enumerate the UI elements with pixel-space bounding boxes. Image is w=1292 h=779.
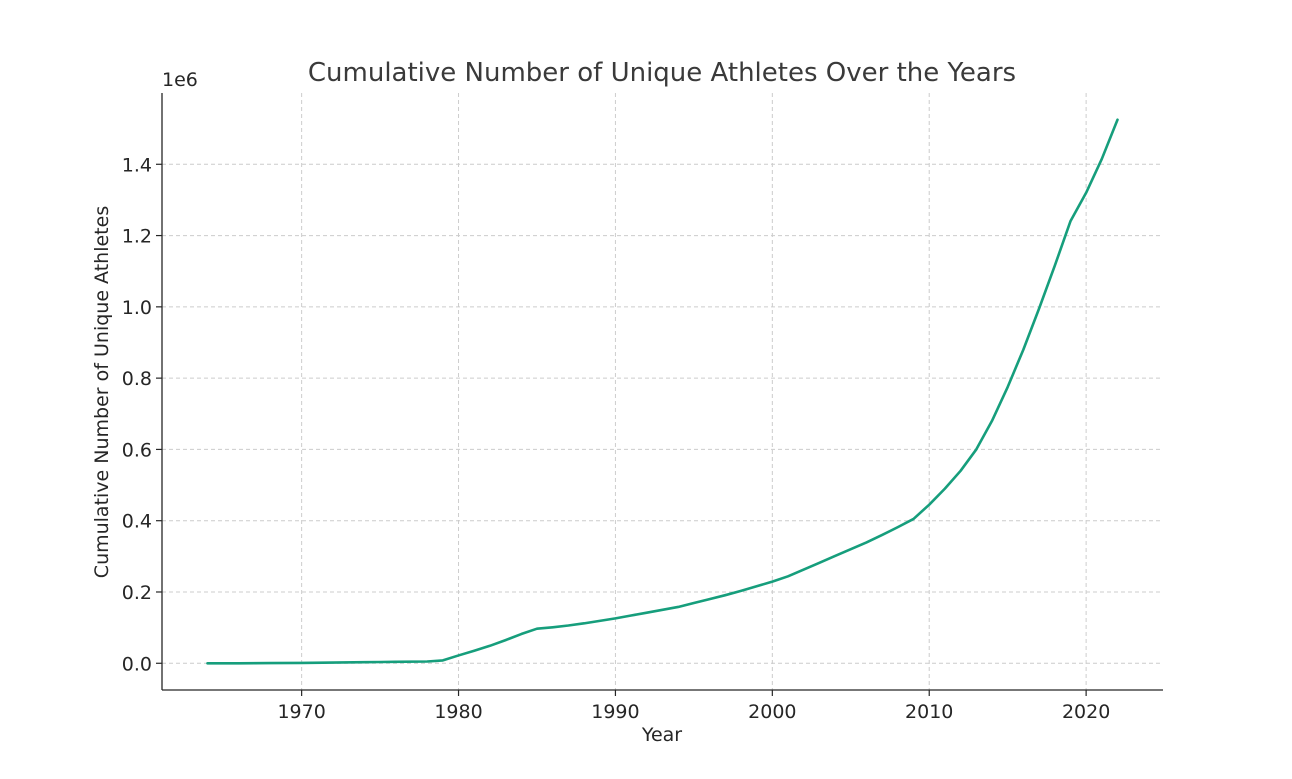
y-tick-label: 1.4 [122,154,152,176]
x-tick-label: 2000 [748,701,796,723]
y-tick-label: 0.8 [122,368,152,390]
axes [161,93,1163,691]
x-ticks: 1970 1980 1990 2000 2010 2020 [277,690,1110,723]
series-line [206,118,1119,665]
x-tick-label: 1990 [591,701,639,723]
x-tick-label: 2020 [1062,701,1110,723]
y-tick-label: 0.0 [122,653,152,675]
grid [162,93,1163,690]
series-layer [206,118,1119,665]
y-tick-label: 1.0 [122,297,152,319]
x-tick-label: 1980 [434,701,482,723]
y-ticks: 0.0 0.2 0.4 0.6 0.8 1.0 1.2 1.4 [122,154,162,675]
y-tick-label: 0.4 [122,511,152,533]
x-tick-label: 2010 [905,701,953,723]
x-axis-label: Year [641,724,682,746]
y-tick-label: 0.2 [122,582,152,604]
chart-title: Cumulative Number of Unique Athletes Ove… [308,58,1016,88]
y-axis-label: Cumulative Number of Unique Athletes [91,206,113,578]
y-tick-label: 0.6 [122,439,152,461]
y-tick-label: 1.2 [122,226,152,248]
y-offset-label: 1e6 [162,69,198,91]
x-tick-label: 1970 [277,701,325,723]
